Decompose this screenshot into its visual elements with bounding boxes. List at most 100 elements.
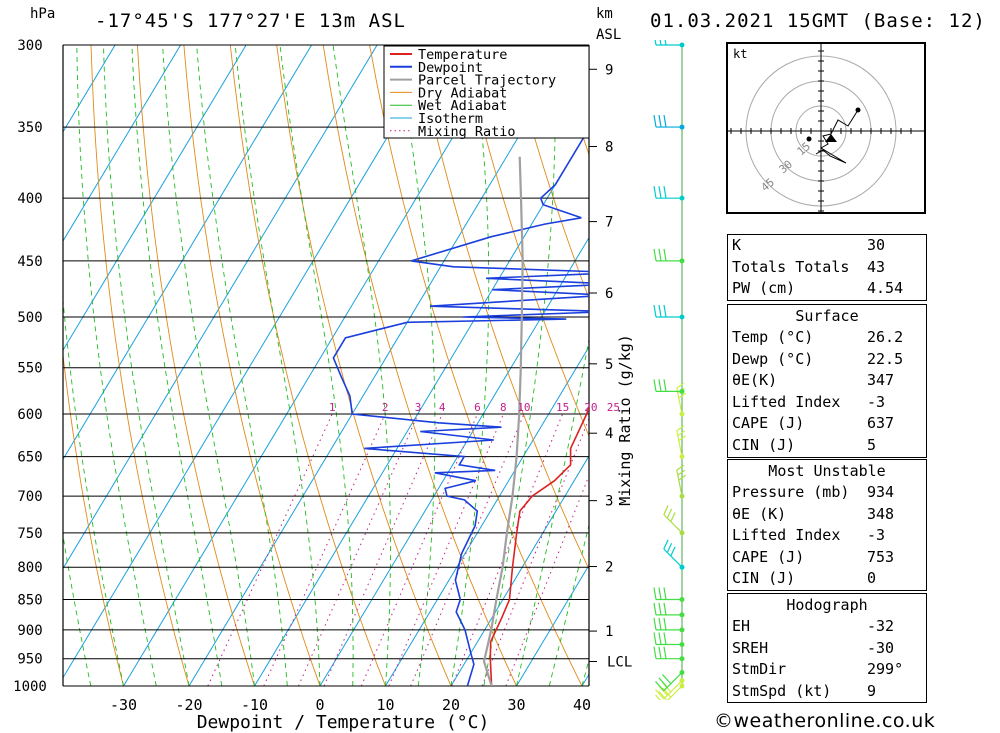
table-row: CIN (J) 0 (728, 568, 926, 590)
temperature-tick-label: 10 (376, 696, 394, 714)
most-unstable-table: Most Unstable Pressure (mb) 934 θE (K) 348 Li… (727, 459, 927, 591)
row-label: StmDir (732, 660, 787, 679)
wind-barb-flag (676, 425, 685, 432)
pressure-tick-label: 750 (17, 526, 42, 542)
pressure-tick-label: 350 (17, 120, 42, 136)
wind-barb-flag (678, 435, 687, 442)
wind-barb-flag (659, 40, 662, 46)
wind-barb-flag (658, 379, 662, 392)
pressure-tick-label: 400 (17, 191, 42, 207)
row-value: 30 (867, 236, 886, 254)
wind-barb (653, 186, 685, 201)
wind-barb-flag (655, 689, 665, 700)
wind-barb-staff (663, 548, 683, 568)
table-row: StmDir 299° (728, 659, 926, 681)
wind-barb-flag (676, 464, 685, 471)
row-label: PW (cm) (732, 279, 796, 298)
height-tick-label: 9 (605, 62, 613, 78)
row-label: θE(K) (732, 371, 778, 390)
table-row: CIN (J) 5 (728, 435, 926, 457)
wet-adiabat-line (103, 45, 190, 686)
hodograph-params-table: Hodograph EH -32 SREH -30 StmDir 299° StmSpd (k… (727, 593, 927, 704)
table-row: Lifted Index -3 (728, 392, 926, 414)
temperature-tick-label: 0 (315, 696, 324, 714)
height-tick-label: 8 (605, 139, 613, 155)
height-unit-asl: ASL (596, 27, 622, 43)
wind-barb-flag (663, 114, 667, 128)
pressure-tick-label: 450 (17, 254, 42, 270)
mixing-ratio-label: 1 (329, 401, 336, 414)
wind-barb-flag (666, 508, 673, 519)
hodograph-trace (815, 109, 859, 164)
surface-table: Surface Temp (°C) 26.2 Dewp (°C) 22.5 θE(K) 34… (727, 304, 927, 458)
legend-entry: Parcel Trajectory (418, 73, 556, 89)
row-value: 43 (867, 257, 886, 276)
legend-entry: Temperature (418, 47, 507, 63)
isotherm-line (63, 45, 444, 679)
height-tick-label: 3 (605, 494, 613, 510)
row-value: 22.5 (867, 349, 904, 368)
pressure-tick-label: 600 (17, 407, 42, 423)
table-row: Totals Totals 43 (728, 257, 926, 279)
wind-barb-flag (663, 505, 669, 515)
height-unit-km: km (596, 6, 613, 22)
wind-barb-flag (662, 687, 672, 698)
wind-barb (653, 632, 685, 647)
wind-barb-staff (676, 469, 683, 497)
row-label: θE (K) (732, 504, 787, 523)
dry-adiabat-line (276, 45, 452, 686)
wind-barb-flag (676, 382, 685, 389)
hodograph-mean-point (806, 136, 812, 142)
row-label: Temp (°C) (732, 328, 814, 346)
mixing-ratio-line (505, 474, 589, 686)
wind-barb-flag (663, 587, 667, 600)
wind-barb (653, 114, 685, 130)
height-tick-label: 6 (605, 286, 613, 302)
mixing-ratio-label: 6 (474, 401, 481, 414)
row-value: 637 (867, 414, 895, 433)
temperature-tick-label: 20 (442, 696, 460, 714)
row-label: Dewp (°C) (732, 349, 814, 368)
wet-adiabat-line (234, 45, 321, 686)
wind-barb-flag (663, 646, 667, 659)
mixing-ratio-label: 20 (584, 401, 597, 414)
wind-barb-column (653, 40, 687, 700)
table-section-title: Surface (795, 307, 859, 325)
temperature-trace (489, 117, 589, 686)
copyright-footer: ©weatheronline.co.uk (714, 710, 936, 732)
wet-adiabat-line (63, 295, 124, 686)
wind-barb-flag (653, 114, 657, 128)
table-section-title: Hodograph (786, 596, 868, 614)
pressure-tick-label: 500 (17, 310, 42, 326)
wind-barb-flag (655, 694, 661, 700)
row-label: Totals Totals (732, 257, 850, 276)
legend-box (383, 45, 590, 139)
table-row: CAPE (J) 637 (728, 413, 926, 435)
wind-barb (653, 602, 685, 618)
pressure-tick-label: 900 (17, 623, 42, 639)
temperature-tick-label: -10 (241, 696, 268, 714)
row-label: CIN (J) (732, 569, 796, 588)
row-label: CIN (J) (732, 435, 796, 454)
mixing-ratio-label: 15 (556, 401, 569, 414)
pressure-tick-label: 550 (17, 361, 42, 377)
wind-barb-flag (653, 186, 657, 199)
isotherm-line (63, 45, 313, 461)
isotherm-line (188, 45, 575, 686)
isotherm-line (450, 455, 589, 686)
wind-barb-staff (663, 514, 683, 534)
legend-entry: Wet Adiabat (418, 98, 507, 114)
datetime-title: 01.03.2021 15GMT (Base: 12) (650, 10, 986, 32)
row-label: CAPE (J) (732, 547, 805, 566)
row-value: 934 (867, 483, 895, 501)
mixing-ratio-label: 2 (382, 401, 389, 414)
dry-adiabat-line (462, 45, 589, 438)
row-value: 9 (867, 681, 877, 700)
isotherm-line (63, 45, 182, 242)
wind-barb-flag (653, 304, 657, 318)
dry-adiabat-line (508, 45, 589, 300)
row-label: EH (732, 617, 751, 635)
wind-barb-flag (654, 40, 657, 46)
wind-barb-flag (658, 304, 662, 318)
